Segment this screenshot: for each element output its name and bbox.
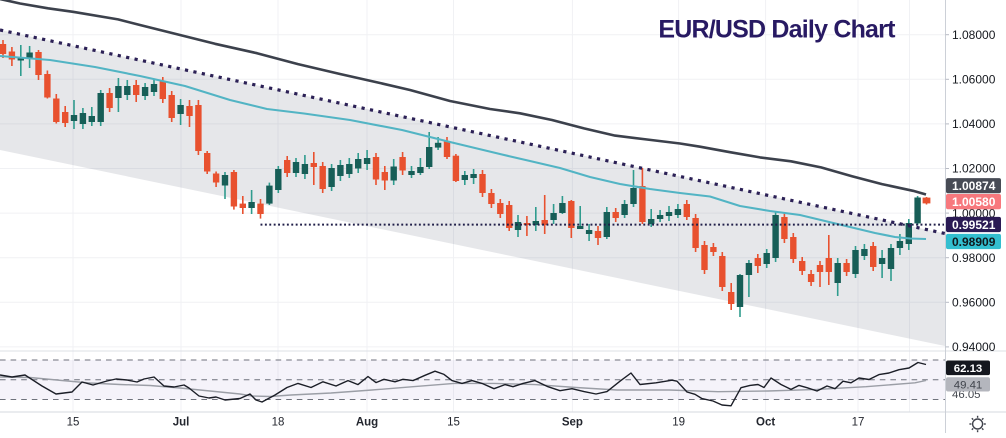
svg-text:1.04000: 1.04000 <box>952 117 996 131</box>
svg-text:Aug: Aug <box>356 417 378 429</box>
svg-text:1.00874: 1.00874 <box>952 179 996 193</box>
svg-text:Jul: Jul <box>173 417 190 429</box>
svg-text:19: 19 <box>672 417 685 429</box>
svg-text:1.02000: 1.02000 <box>952 162 996 176</box>
svg-text:0.98000: 0.98000 <box>952 251 996 265</box>
svg-text:15: 15 <box>67 417 80 429</box>
svg-text:0.98909: 0.98909 <box>952 235 996 249</box>
svg-text:EUR/USD Daily Chart: EUR/USD Daily Chart <box>658 16 896 44</box>
svg-text:62.13: 62.13 <box>954 363 983 375</box>
svg-text:1.06000: 1.06000 <box>952 73 996 87</box>
svg-text:0.96000: 0.96000 <box>952 296 996 310</box>
svg-text:0.99521: 0.99521 <box>952 218 996 232</box>
svg-text:1.08000: 1.08000 <box>952 28 996 42</box>
svg-text:Sep: Sep <box>562 417 583 429</box>
svg-text:17: 17 <box>852 417 865 429</box>
svg-text:1.00000: 1.00000 <box>952 206 996 220</box>
svg-text:49.41: 49.41 <box>954 379 983 391</box>
svg-text:0.94000: 0.94000 <box>952 340 996 354</box>
svg-text:18: 18 <box>272 417 285 429</box>
svg-text:15: 15 <box>447 417 460 429</box>
svg-text:46.05: 46.05 <box>952 389 981 401</box>
svg-text:1.00580: 1.00580 <box>952 195 996 209</box>
svg-text:Oct: Oct <box>756 417 775 429</box>
